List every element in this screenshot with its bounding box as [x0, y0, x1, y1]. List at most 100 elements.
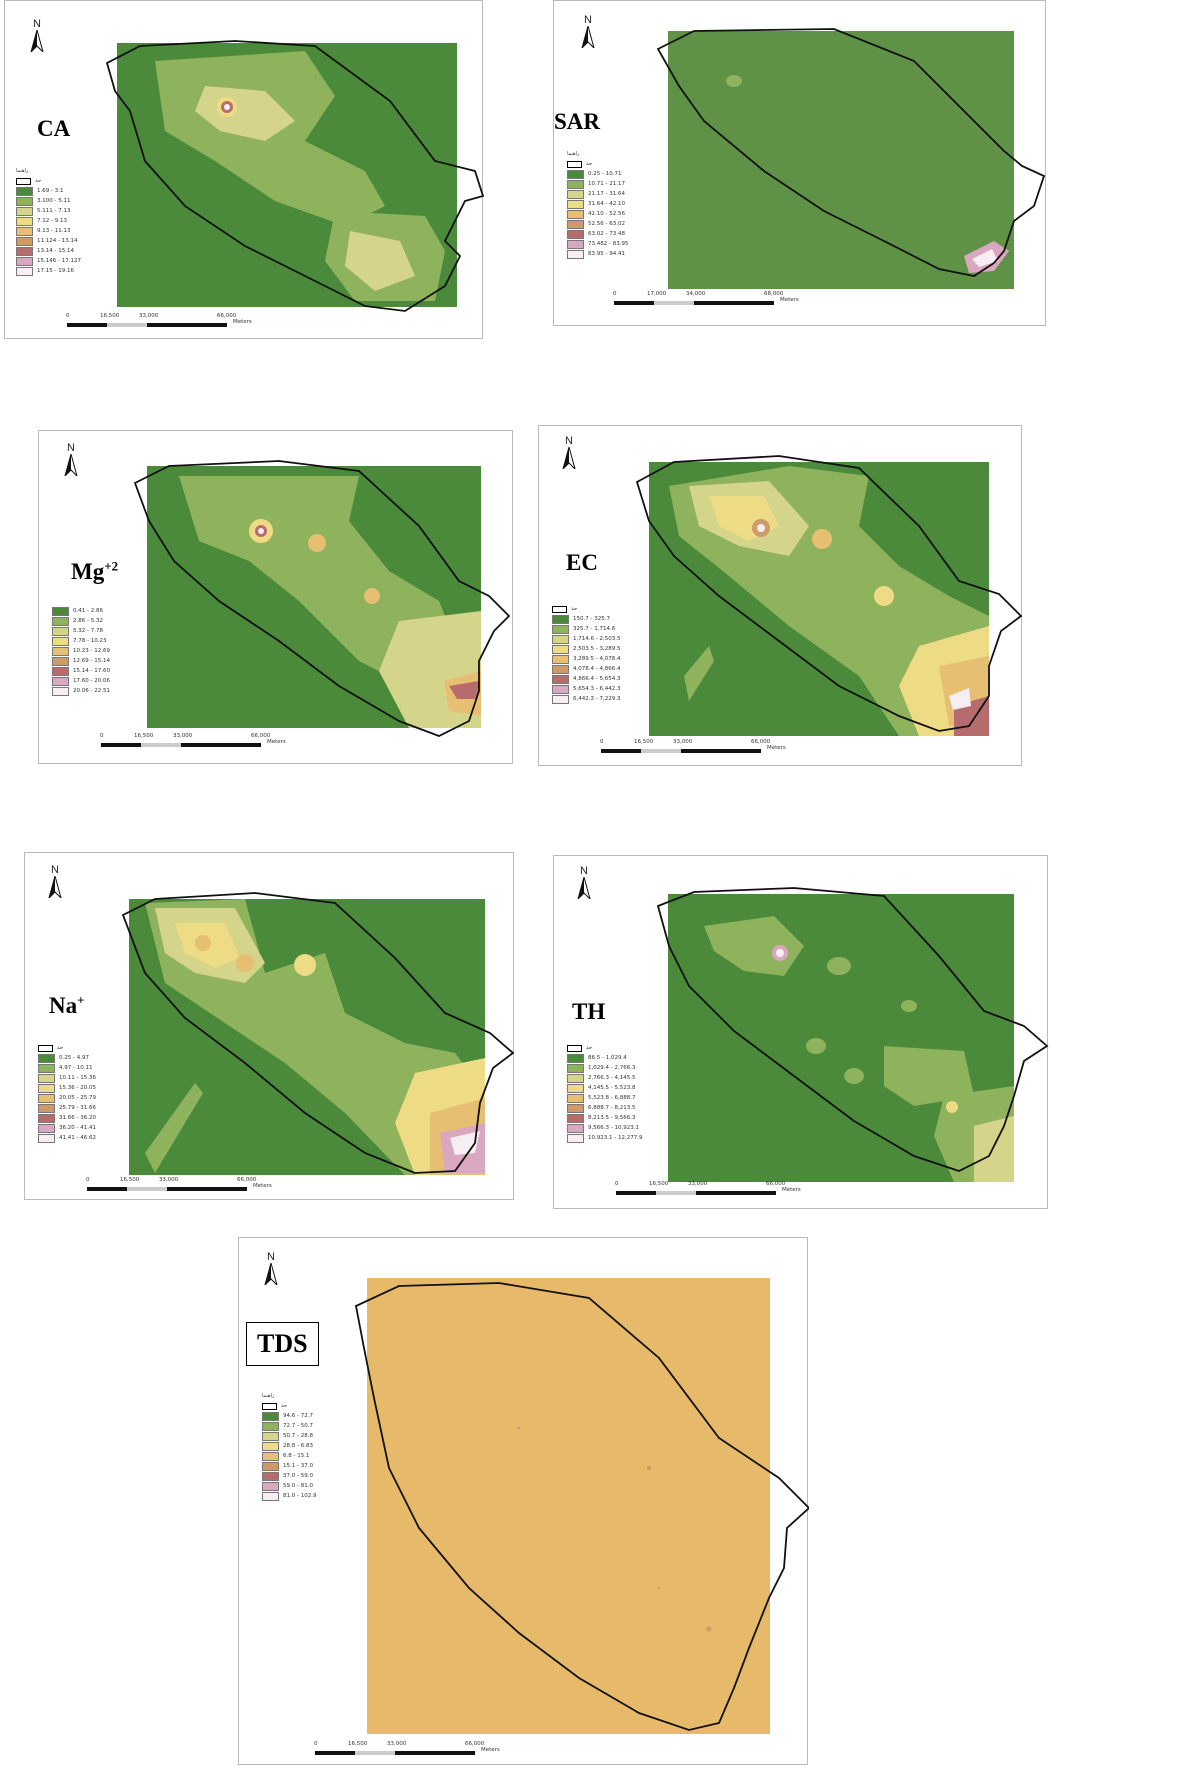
legend-class-row: 4,866.4 - 5,654.3 — [552, 674, 620, 684]
class-swatch — [567, 1113, 584, 1123]
legend-class-label: 21.17 - 31.64 — [588, 191, 625, 197]
class-swatch — [567, 1063, 584, 1073]
legend-class-label: 8,213.5 - 9,566.3 — [588, 1115, 636, 1121]
scale-bar: 0 16,500 33,000 66,000 Meters — [600, 739, 821, 755]
north-arrow: N — [572, 866, 596, 904]
legend-class-label: 5,654.3 - 6,442.3 — [573, 686, 621, 692]
legend-class-row: 1,029.4 - 2,766.3 — [567, 1063, 642, 1073]
legend-class-row: 4,145.5 - 5,523.8 — [567, 1083, 642, 1093]
class-swatch — [552, 634, 569, 644]
legend-class-label: 13.14 - 15.14 — [37, 248, 74, 254]
scale-tick-label: 66,000 — [251, 733, 271, 739]
map-raster-mg — [133, 460, 511, 737]
legend-th: حد 86.5 - 1,029.4 1,029.4 - 2,766.3 2,76… — [567, 1043, 642, 1143]
legend-class-label: 3,289.5 - 4,078.4 — [573, 656, 621, 662]
legend-class-row: 3.100 - 5.11 — [16, 196, 81, 206]
north-arrow: N — [557, 436, 581, 474]
legend-class-label: 150.7 - 325.7 — [573, 616, 610, 622]
legend-class-row: 15.36 - 20.05 — [38, 1083, 96, 1093]
scale-bar: 0 17,000 34,000 68,000 Meters — [613, 291, 834, 307]
legend-class-row: 9.13 - 11.13 — [16, 226, 81, 236]
legend-mg: 0.41 - 2.86 2.86 - 5.32 5.32 - 7.78 7.78… — [52, 606, 110, 696]
legend-class-row: 28.8 - 6.83 — [262, 1441, 316, 1451]
north-arrow: N — [259, 1252, 283, 1290]
legend-class-row: 72.7 - 50.7 — [262, 1421, 316, 1431]
legend-title: راهنما — [262, 1393, 275, 1399]
class-swatch — [567, 219, 584, 229]
legend-class-row: 150.7 - 325.7 — [552, 614, 620, 624]
class-swatch — [38, 1113, 55, 1123]
legend-class-label: 10.11 - 15.36 — [59, 1075, 96, 1081]
north-arrow: N — [59, 443, 83, 481]
legend-class-label: 7.12 - 9.13 — [37, 218, 67, 224]
legend-class-row: 20.05 - 25.79 — [38, 1093, 96, 1103]
legend-class-label: 59.0 - 81.0 — [283, 1483, 313, 1489]
legend-class-row: 94.6 - 72.7 — [262, 1411, 316, 1421]
legend-class-label: 4,145.5 - 5,523.8 — [588, 1085, 636, 1091]
scale-tick-label: 66,000 — [465, 1741, 485, 1747]
legend-class-label: 7.78 - 10.23 — [73, 638, 107, 644]
scale-tick-label: 33,000 — [387, 1741, 407, 1747]
legend-class-row: 11.124 - 13.14 — [16, 236, 81, 246]
legend-class-label: 5,523.8 - 6,888.7 — [588, 1095, 636, 1101]
legend-class-label: 0.25 - 4.97 — [59, 1055, 89, 1061]
legend-class-row: 10.71 - 21.17 — [567, 179, 628, 189]
legend-class-label: 4.97 - 10.11 — [59, 1065, 93, 1071]
scale-units-label: Meters — [782, 1187, 801, 1193]
legend-class-row: 13.14 - 15.14 — [16, 246, 81, 256]
scale-bar: 0 16,500 33,000 66,000 Meters — [314, 1741, 535, 1757]
legend-class-row: 8,213.5 - 9,566.3 — [567, 1113, 642, 1123]
legend-class-row: 15.14 - 17.60 — [52, 666, 110, 676]
legend-class-row: 37.0 - 59.0 — [262, 1471, 316, 1481]
legend-class-label: 325.7 - 1,714.6 — [573, 626, 616, 632]
scale-tick-label: 16,500 — [634, 739, 654, 745]
legend-class-label: 5.111 - 7.13 — [37, 208, 71, 214]
north-label: N — [584, 14, 592, 26]
legend-class-row: 6,442.3 - 7,229.3 — [552, 694, 620, 704]
legend-class-row: 36.20 - 41.41 — [38, 1123, 96, 1133]
legend-class-label: 12.69 - 15.14 — [73, 658, 110, 664]
legend-class-label: 63.02 - 73.48 — [588, 231, 625, 237]
map-label-text: Na — [49, 993, 78, 1018]
legend-class-label: 1.69 - 3.1 — [37, 188, 64, 194]
class-swatch — [262, 1441, 279, 1451]
scale-tick-label: 33,000 — [688, 1181, 708, 1187]
class-swatch — [567, 1073, 584, 1083]
map-panel-na: N Na+ حد 0.25 - 4.97 4.97 - 10.11 10.11 … — [24, 852, 515, 1200]
legend-boundary-row: حد — [552, 604, 620, 614]
legend-class-label: 2,766.3 - 4,145.5 — [588, 1075, 636, 1081]
class-swatch — [38, 1103, 55, 1113]
legend-class-row: 41.41 - 46.62 — [38, 1133, 96, 1143]
legend-class-row: 59.0 - 81.0 — [262, 1481, 316, 1491]
scale-units-label: Meters — [267, 739, 286, 745]
class-swatch — [16, 246, 33, 256]
legend-class-label: 11.124 - 13.14 — [37, 238, 78, 244]
legend-class-row: 52.56 - 63.02 — [567, 219, 628, 229]
scale-units-label: Meters — [767, 745, 786, 751]
scale-tick-label: 0 — [314, 1741, 318, 1747]
scale-tick-label: 0 — [615, 1181, 619, 1187]
class-swatch — [38, 1083, 55, 1093]
legend-boundary-row: حد — [16, 176, 81, 186]
scale-tick-label: 66,000 — [751, 739, 771, 745]
legend-class-label: 50.7 - 28.8 — [283, 1433, 313, 1439]
legend-class-label: 10,923.1 - 12,277.9 — [588, 1135, 643, 1141]
north-arrow-icon — [562, 445, 576, 471]
class-swatch — [38, 1063, 55, 1073]
legend-class-label: 41.41 - 46.62 — [59, 1135, 96, 1141]
legend-class-label: 42.10 - 52.56 — [588, 211, 625, 217]
map-label-text: Mg — [71, 559, 105, 584]
class-swatch — [262, 1481, 279, 1491]
legend-class-row: 325.7 - 1,714.6 — [552, 624, 620, 634]
legend-class-label: 83.95 - 94.41 — [588, 251, 625, 257]
scale-units-label: Meters — [481, 1747, 500, 1753]
legend-class-row: 5,523.8 - 6,888.7 — [567, 1093, 642, 1103]
legend-class-label: 15.146 - 17.127 — [37, 258, 81, 264]
legend-boundary-row: حد — [262, 1401, 316, 1411]
legend-class-label: 5.32 - 7.78 — [73, 628, 103, 634]
legend-title: راهنما — [567, 151, 580, 157]
class-swatch — [552, 644, 569, 654]
legend-class-row: 1,714.6 - 2,503.5 — [552, 634, 620, 644]
scale-tick-label: 33,000 — [139, 313, 159, 319]
legend-class-row: 20.06 - 22.51 — [52, 686, 110, 696]
